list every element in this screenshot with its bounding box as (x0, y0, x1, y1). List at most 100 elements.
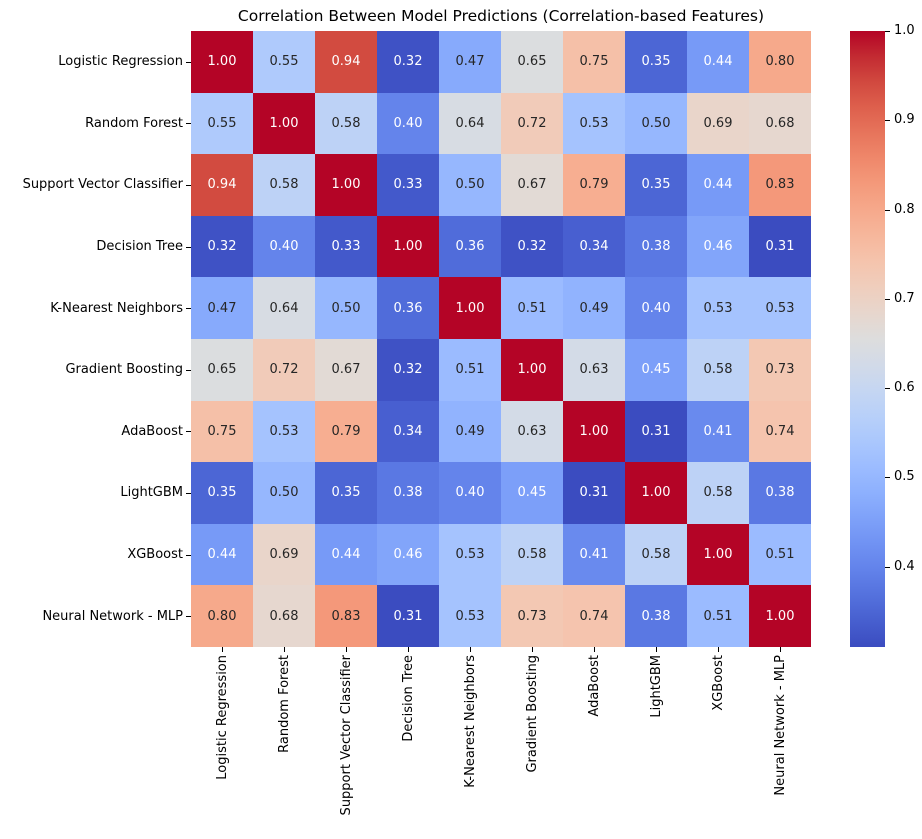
heatmap-cell: 0.58 (253, 154, 315, 216)
heatmap-cell: 0.58 (315, 92, 377, 155)
x-tick-item: LightGBM (625, 655, 687, 835)
heatmap-cell: 0.36 (439, 215, 501, 278)
heatmap-cell: 0.32 (191, 215, 253, 278)
heatmap-cell: 0.53 (439, 523, 501, 586)
x-tick-label: Gradient Boosting (524, 655, 540, 773)
y-tick-label: AdaBoost (121, 423, 183, 439)
heatmap-cell: 0.53 (563, 92, 625, 155)
heatmap-cell: 0.40 (625, 277, 687, 339)
cell-value: 0.68 (269, 608, 299, 624)
heatmap-cell: 0.58 (687, 462, 749, 524)
heatmap-cell: 0.80 (749, 31, 811, 93)
x-tick-label: LightGBM (648, 655, 664, 718)
heatmap-cell: 0.32 (377, 338, 439, 401)
cell-value: 0.47 (455, 54, 485, 70)
cell-value: 0.44 (331, 547, 361, 563)
cell-value: 0.41 (579, 547, 609, 563)
cell-value: 1.00 (641, 485, 671, 501)
heatmap-cell: 0.75 (563, 31, 625, 93)
heatmap-cell: 0.53 (253, 400, 315, 463)
x-tick-item: Random Forest (253, 655, 315, 835)
heatmap-cell: 0.53 (687, 277, 749, 339)
cell-value: 0.50 (455, 177, 485, 193)
x-tick-label: Neural Network - MLP (772, 655, 788, 796)
heatmap-cell: 0.35 (625, 31, 687, 93)
heatmap-cell: 0.32 (501, 215, 563, 278)
heatmap-cell: 0.47 (439, 31, 501, 93)
cell-value: 0.64 (269, 300, 299, 316)
heatmap-cell: 0.83 (315, 585, 377, 647)
cell-value: 0.44 (703, 54, 733, 70)
heatmap-cell: 0.94 (191, 154, 253, 216)
cell-value: 0.35 (641, 177, 671, 193)
colorbar-tick-mark (885, 31, 890, 32)
x-tick-mark (656, 647, 657, 652)
cell-value: 0.58 (331, 115, 361, 131)
cell-value: 0.53 (455, 608, 485, 624)
heatmap-cell: 0.68 (253, 585, 315, 647)
colorbar (850, 31, 885, 647)
heatmap-cell: 0.50 (315, 277, 377, 339)
colorbar-tick-label: 0.7 (894, 291, 915, 306)
x-tick-item: AdaBoost (563, 655, 625, 835)
colorbar-tick-label: 0.8 (894, 202, 915, 217)
heatmap-cell: 0.73 (501, 585, 563, 647)
heatmap-cell: 0.80 (191, 585, 253, 647)
y-tick-label: LightGBM (120, 485, 183, 501)
cell-value: 0.38 (393, 485, 423, 501)
heatmap-cell: 0.38 (749, 462, 811, 524)
heatmap-cell: 1.00 (439, 277, 501, 339)
heatmap-cell: 0.32 (377, 31, 439, 93)
heatmap-cell: 0.40 (377, 92, 439, 155)
cell-value: 1.00 (765, 608, 795, 624)
heatmap-cell: 0.74 (563, 585, 625, 647)
heatmap-cell: 0.72 (501, 92, 563, 155)
heatmap-cell: 0.31 (749, 215, 811, 278)
x-tick-mark (346, 647, 347, 652)
x-tick-mark (718, 647, 719, 652)
cell-value: 0.36 (393, 300, 423, 316)
cell-value: 0.46 (393, 547, 423, 563)
x-tick-item: Gradient Boosting (501, 655, 563, 835)
cell-value: 0.79 (579, 177, 609, 193)
colorbar-tick-label: 0.6 (894, 380, 915, 395)
cell-value: 0.33 (331, 239, 361, 255)
x-tick-label: Support Vector Classifier (338, 655, 354, 816)
heatmap-cell: 0.34 (563, 215, 625, 278)
y-tick-label: Neural Network - MLP (42, 608, 183, 624)
colorbar-tick-mark (885, 567, 890, 568)
cell-value: 1.00 (703, 547, 733, 563)
heatmap-cell: 0.50 (439, 154, 501, 216)
y-tick-label: K-Nearest Neighbors (50, 300, 183, 316)
x-tick-mark (594, 647, 595, 652)
cell-value: 0.53 (765, 300, 795, 316)
cell-value: 1.00 (455, 300, 485, 316)
cell-value: 0.35 (641, 54, 671, 70)
cell-value: 0.55 (269, 54, 299, 70)
cell-value: 1.00 (393, 239, 423, 255)
y-axis-labels: Logistic Regression Random Forest Support … (0, 31, 183, 647)
heatmap-cell: 1.00 (563, 400, 625, 463)
y-tick-mark (186, 247, 191, 248)
cell-value: 0.31 (393, 608, 423, 624)
y-tick-label: Support Vector Classifier (22, 177, 183, 193)
cell-value: 0.49 (455, 423, 485, 439)
cell-value: 0.53 (455, 547, 485, 563)
x-tick-label: Logistic Regression (214, 655, 230, 780)
heatmap-cell: 0.69 (687, 92, 749, 155)
heatmap-cell: 0.55 (191, 92, 253, 155)
cell-value: 0.65 (517, 54, 547, 70)
heatmap-cell: 0.44 (687, 154, 749, 216)
heatmap-cell: 0.79 (563, 154, 625, 216)
cell-value: 0.83 (765, 177, 795, 193)
heatmap-cell: 0.45 (625, 338, 687, 401)
x-tick-item: K-Nearest Neighbors (439, 655, 501, 835)
colorbar-tick-label: 0.4 (894, 559, 915, 574)
cell-value: 0.36 (455, 239, 485, 255)
heatmap-cell: 0.33 (315, 215, 377, 278)
cell-value: 0.94 (207, 177, 237, 193)
cell-value: 0.58 (517, 547, 547, 563)
y-tick-mark (186, 616, 191, 617)
cell-value: 1.00 (269, 115, 299, 131)
cell-value: 0.58 (703, 485, 733, 501)
